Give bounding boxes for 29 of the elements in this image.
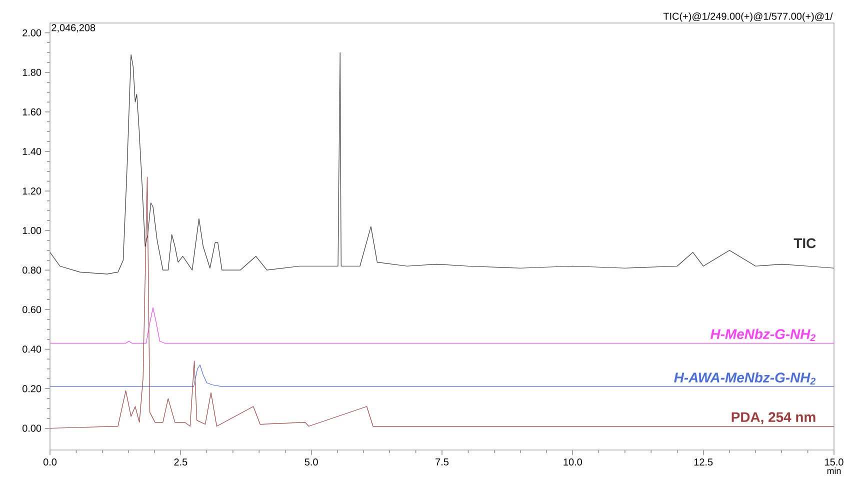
x-tick-label: 12.5 xyxy=(694,458,713,466)
text: H-AWA-MeNbz-G-NH$_{2}$ xyxy=(674,372,816,385)
x-tick-label: 10.0 xyxy=(564,458,582,466)
line-series xyxy=(50,364,834,388)
y-tick-label: 1.00 xyxy=(22,227,42,234)
series-label: PDA, 254 nm xyxy=(732,412,816,424)
x-tick-label: 15.0 xyxy=(825,458,844,466)
text: H-MeNbz-G-NH$_{2}$ xyxy=(710,328,816,342)
y-tick-label: 1.80 xyxy=(22,68,42,76)
x-tick-label: 0.0 xyxy=(43,458,57,466)
y-tick-label: 1.20 xyxy=(22,187,42,195)
y-tick-label: 1.40 xyxy=(22,148,42,156)
line-series xyxy=(50,52,834,274)
y-tick-label: 0.80 xyxy=(22,266,42,274)
y-tick-label: 0.20 xyxy=(22,385,42,392)
y-tick-label: 1.60 xyxy=(22,108,42,116)
series-label: TIC xyxy=(794,238,816,248)
y-tick-label: 0.40 xyxy=(22,346,42,353)
x-axis-title: min xyxy=(827,467,841,474)
x-tick-label: 7.5 xyxy=(436,458,449,466)
x-tick-label: 5.0 xyxy=(304,458,318,466)
y-tick-label: 0.60 xyxy=(22,306,42,314)
text: TIC(+)@1/249.00(+)@1/577.00(+)@1/ xyxy=(663,12,833,22)
y-tick-label: 0.00 xyxy=(22,424,42,432)
y-tick-label: 2.00 xyxy=(22,29,42,36)
line-series xyxy=(50,176,834,429)
annotation: 2,046,208 xyxy=(52,24,96,32)
line-series xyxy=(50,307,834,344)
x-tick-label: 2.5 xyxy=(174,458,188,466)
